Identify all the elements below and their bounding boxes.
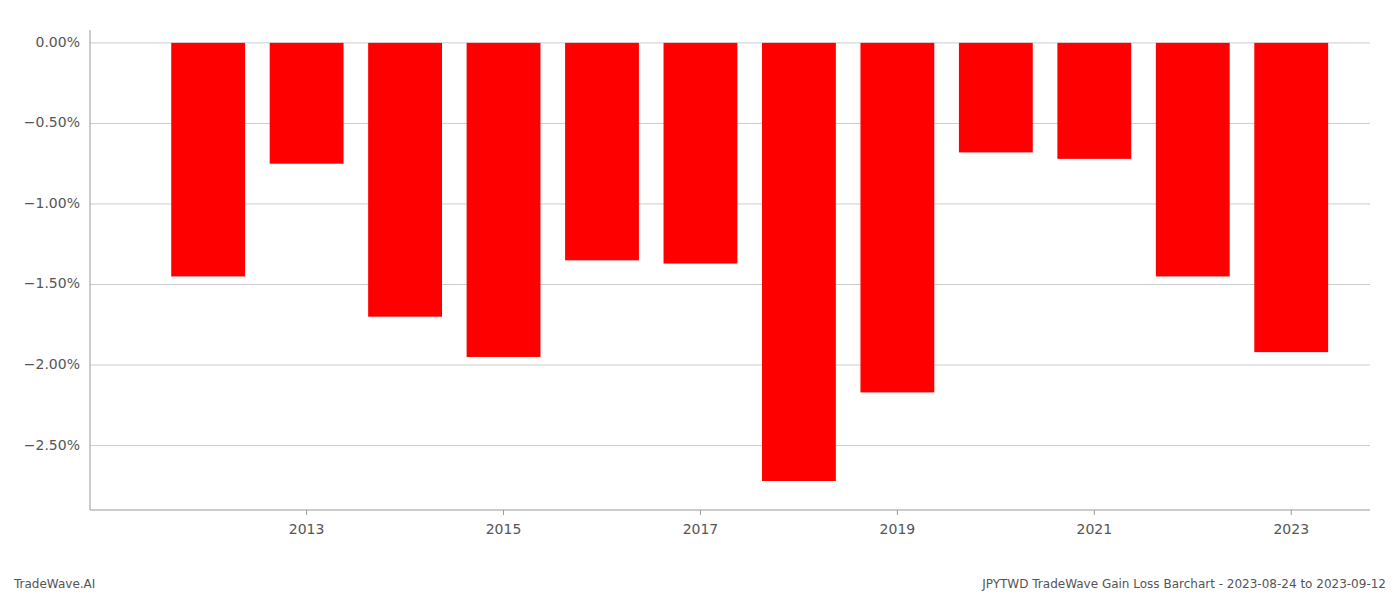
grid-line bbox=[90, 365, 1370, 366]
bar bbox=[664, 43, 738, 264]
x-tick bbox=[306, 510, 307, 515]
bars bbox=[171, 43, 1328, 481]
y-tick-label: −2.00% bbox=[24, 356, 80, 372]
chart: 0.00% −0.50% −1.00% −1.50% −2.00% −2.50% 2013 2… bbox=[0, 0, 1400, 600]
bar bbox=[1156, 43, 1230, 277]
y-axis bbox=[90, 30, 91, 510]
y-tick-label: −1.50% bbox=[24, 275, 80, 291]
x-tick bbox=[503, 510, 504, 515]
bar bbox=[368, 43, 442, 317]
bar bbox=[1057, 43, 1131, 159]
y-tick-label: −2.50% bbox=[24, 437, 80, 453]
x-tick-label: 2013 bbox=[289, 521, 325, 537]
x-tick-label: 2019 bbox=[880, 521, 916, 537]
bar bbox=[171, 43, 245, 277]
bar bbox=[270, 43, 344, 164]
footer-text: JPYTWD TradeWave Gain Loss Barchart - 20… bbox=[981, 577, 1386, 591]
bar bbox=[959, 43, 1033, 153]
bar bbox=[565, 43, 639, 260]
bar bbox=[860, 43, 934, 393]
y-tick-label: −1.00% bbox=[24, 195, 80, 211]
footer-text: TradeWave.AI bbox=[13, 577, 95, 591]
bar bbox=[467, 43, 541, 357]
bar bbox=[762, 43, 836, 481]
x-tick-label: 2017 bbox=[683, 521, 719, 537]
x-tick-label: 2021 bbox=[1076, 521, 1112, 537]
x-tick-label: 2023 bbox=[1273, 521, 1309, 537]
x-tick bbox=[1094, 510, 1095, 515]
y-tick-label: 0.00% bbox=[36, 34, 80, 50]
y-tick-label: −0.50% bbox=[24, 114, 80, 130]
x-axis bbox=[90, 510, 1370, 511]
x-tick bbox=[1291, 510, 1292, 515]
grid-line bbox=[90, 445, 1370, 446]
bar bbox=[1254, 43, 1328, 352]
x-tick-label: 2015 bbox=[486, 521, 522, 537]
x-tick bbox=[700, 510, 701, 515]
x-tick bbox=[897, 510, 898, 515]
grid-line bbox=[90, 284, 1370, 285]
y-grid bbox=[90, 43, 1370, 446]
